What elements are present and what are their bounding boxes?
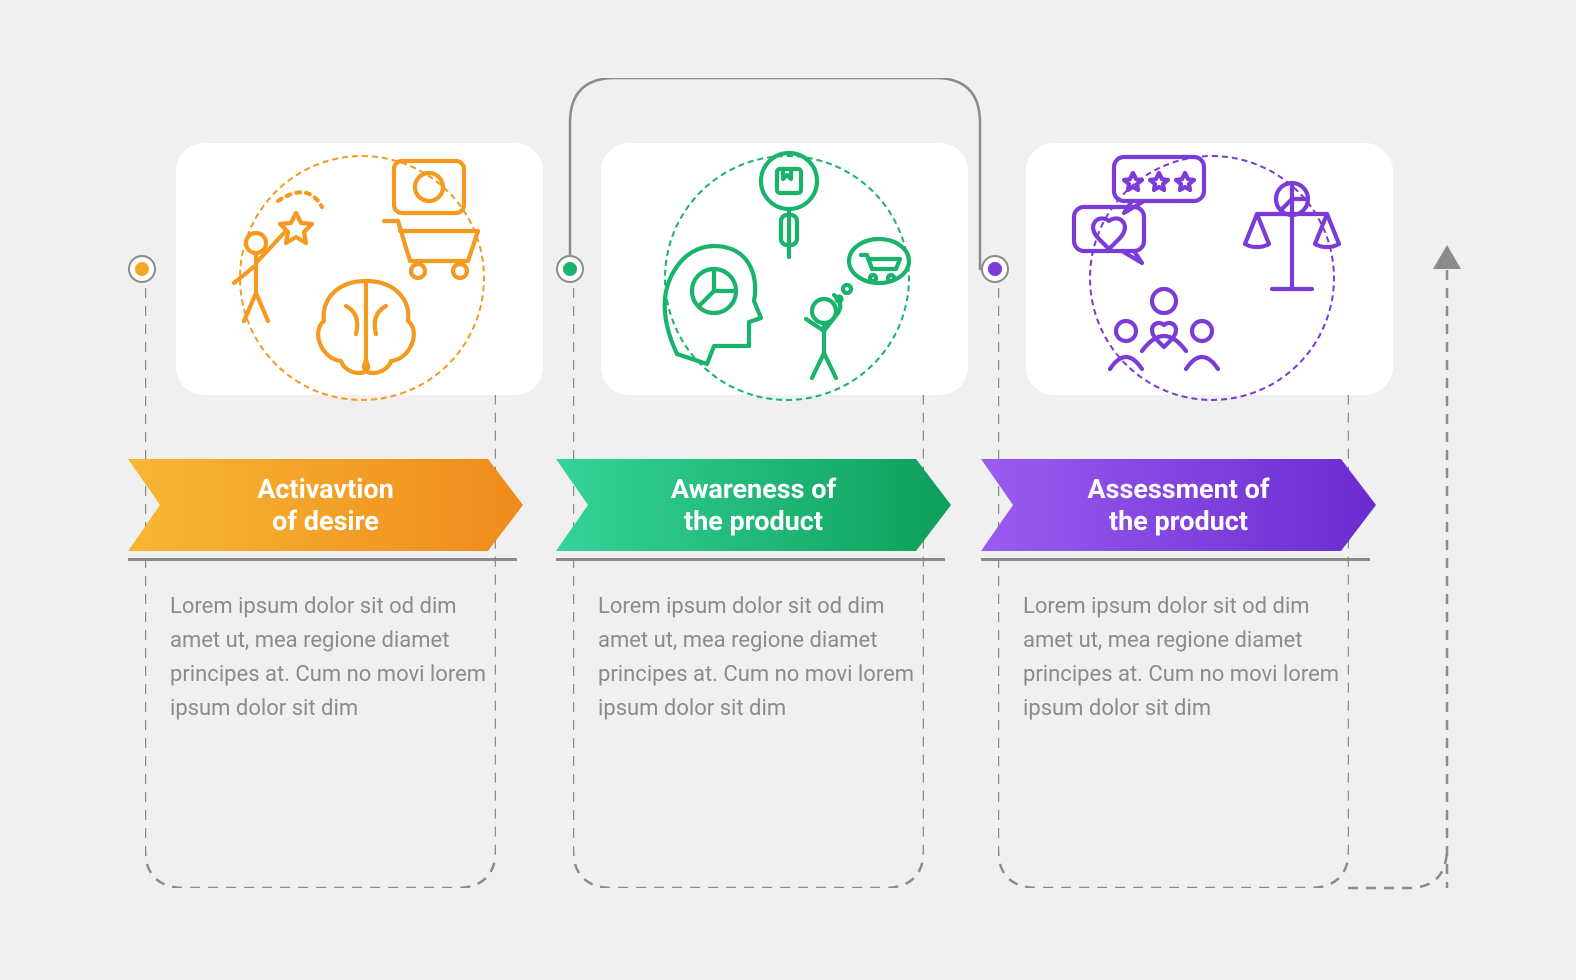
end-arrow-head <box>1433 245 1461 273</box>
reach-star-icon <box>234 192 322 321</box>
people-heart-icon <box>1110 289 1218 369</box>
dashed-bottom-link <box>1348 848 1450 892</box>
magnifier-box-icon <box>761 153 817 257</box>
banner-assessment-l1: Assessment of <box>1087 473 1269 505</box>
body-text-awareness: Lorem ipsum dolor sit od dim amet ut, me… <box>598 590 928 726</box>
banner-activation-l1: Activavtion <box>257 473 394 505</box>
banner-awareness: Awareness ofthe product <box>556 459 951 551</box>
banner-awareness-l2: the product <box>684 505 823 537</box>
step-node-assessment <box>981 255 1009 283</box>
banner-activation-underline <box>128 558 517 561</box>
activation-icons <box>216 153 506 383</box>
banner-awareness-l1: Awareness of <box>671 473 836 505</box>
assessment-icons <box>1064 151 1359 386</box>
banner-assessment: Assessment ofthe product <box>981 459 1376 551</box>
step-node-awareness <box>556 255 584 283</box>
step-node-activation <box>128 255 156 283</box>
brain-icon <box>318 281 414 373</box>
body-text-activation: Lorem ipsum dolor sit od dim amet ut, me… <box>170 590 500 726</box>
banner-assessment-l2: the product <box>1109 505 1248 537</box>
end-arrow-stem <box>1436 270 1466 890</box>
banner-assessment-underline <box>981 558 1370 561</box>
icon-card-assessment <box>1026 143 1393 395</box>
icon-card-awareness <box>601 143 968 395</box>
head-chart-icon <box>665 246 761 364</box>
balance-scale-icon <box>1245 183 1339 289</box>
shopping-cart-icon <box>384 161 478 278</box>
body-text-assessment: Lorem ipsum dolor sit od dim amet ut, me… <box>1023 590 1353 726</box>
banner-activation-l2: of desire <box>272 505 379 537</box>
thinking-cart-icon <box>806 239 909 378</box>
banner-awareness-underline <box>556 558 945 561</box>
banner-activation: Activavtionof desire <box>128 459 523 551</box>
awareness-icons <box>641 151 931 386</box>
review-bubbles-icon <box>1074 157 1204 263</box>
icon-card-activation <box>176 143 543 395</box>
infographic-stage: Activavtionof desire Awareness ofthe pro… <box>0 0 1576 980</box>
